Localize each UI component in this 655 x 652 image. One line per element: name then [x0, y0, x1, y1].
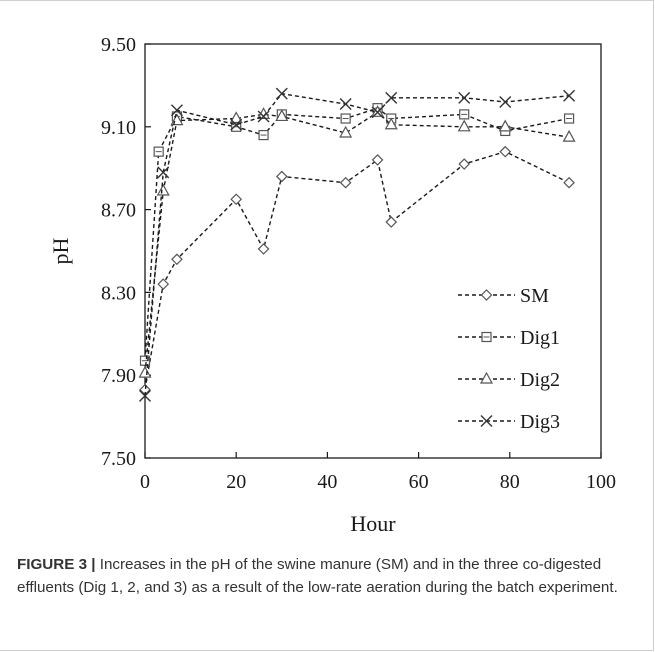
data-point-dig3	[170, 104, 183, 117]
figure-caption: FIGURE 3 | Increases in the pH of the sw…	[17, 553, 637, 599]
data-point-sm	[275, 170, 288, 183]
data-point-dig2	[498, 119, 512, 132]
legend-label-sm: SM	[520, 285, 549, 307]
data-point-sm	[339, 176, 352, 189]
data-point-dig3	[139, 389, 151, 402]
data-point-dig3	[371, 106, 384, 119]
series-dig2-line	[144, 111, 570, 374]
legend-marker-dig2	[479, 371, 494, 384]
data-point-dig3	[275, 87, 288, 100]
data-point-sm	[371, 154, 384, 166]
data-point-sm	[385, 216, 398, 228]
series-dig3-line	[144, 92, 570, 396]
x-axis-title: Hour	[350, 511, 396, 536]
ph-line-chart: 0 20 40 60 80 100 7.50 7.90 8.30 8.70 9.10 9.50 Hour…	[48, 34, 616, 536]
data-point-dig2	[138, 365, 152, 378]
y-tick-label: 7.50	[101, 448, 136, 470]
x-tick-label: 100	[586, 471, 616, 493]
data-point-sm	[230, 193, 243, 206]
legend-marker-dig3	[480, 415, 493, 427]
data-point-sm	[171, 253, 183, 266]
data-point-dig3	[499, 95, 512, 108]
x-tick-label: 20	[226, 471, 246, 493]
data-point-dig2	[384, 117, 398, 130]
data-point-dig2	[229, 111, 243, 124]
series-sm	[139, 145, 575, 396]
data-point-dig3	[257, 110, 270, 123]
series-sm-line	[144, 150, 570, 390]
data-point-dig3	[230, 118, 243, 131]
data-point-dig3	[339, 98, 352, 111]
data-point-dig3	[563, 89, 576, 102]
y-tick-label: 8.70	[101, 200, 136, 222]
y-tick-label: 7.90	[101, 365, 136, 387]
data-point-sm	[499, 145, 512, 158]
y-tick-label: 9.50	[101, 34, 136, 56]
data-point-dig2	[562, 129, 576, 142]
data-point-dig2	[339, 125, 353, 138]
series-dig1	[139, 103, 575, 366]
y-tick-label: 8.30	[101, 282, 136, 304]
series-dig3	[139, 87, 576, 402]
data-point-sm	[563, 176, 575, 189]
legend-label-dig3: Dig3	[520, 411, 560, 433]
data-point-dig3	[157, 166, 170, 179]
data-point-sm	[257, 243, 270, 255]
x-tick-label: 0	[140, 471, 150, 493]
data-point-dig2	[457, 119, 471, 132]
data-point-dig3	[458, 91, 471, 104]
data-point-sm	[458, 158, 471, 170]
caption-text: Increases in the pH of the swine manure …	[17, 556, 618, 596]
x-tick-label: 80	[500, 471, 520, 493]
legend-label-dig1: Dig1	[520, 327, 560, 349]
series-dig1-line	[144, 107, 570, 361]
plot-area	[144, 43, 602, 459]
data-point-dig2	[275, 109, 289, 122]
x-tick-label: 60	[409, 471, 429, 493]
data-point-dig2	[156, 183, 170, 196]
data-point-dig3	[385, 91, 398, 104]
legend-label-dig2: Dig2	[520, 369, 560, 391]
y-tick-label: 9.10	[101, 117, 136, 139]
legend: SM Dig1 Dig2 Dig3	[458, 285, 560, 433]
x-tick-label: 40	[317, 471, 337, 493]
legend-marker-sm	[480, 289, 493, 301]
y-axis-title: pH	[48, 237, 73, 264]
caption-label: FIGURE 3 |	[17, 556, 96, 573]
data-point-sm	[157, 278, 170, 290]
